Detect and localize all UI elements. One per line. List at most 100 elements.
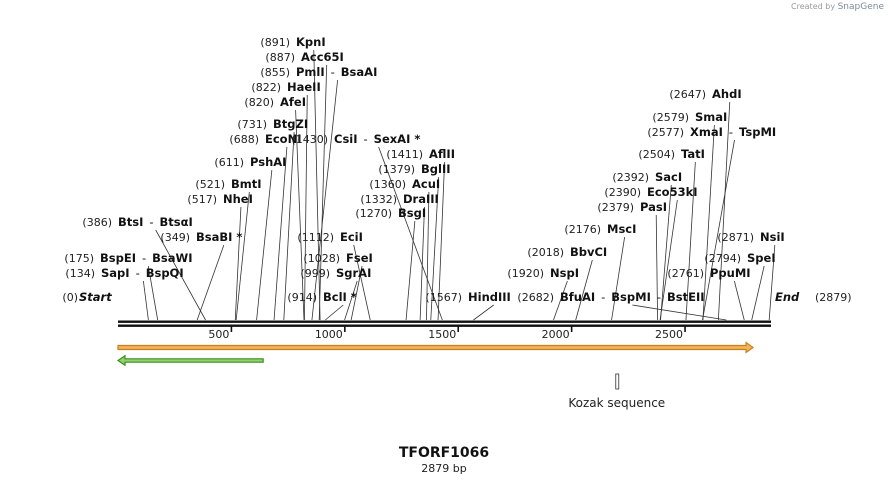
- site-position: (134): [65, 267, 95, 280]
- site-position: (2577): [647, 126, 684, 139]
- site-ecii[interactable]: (1112) EciI: [297, 230, 362, 244]
- site-nsii[interactable]: (2871) NsiI: [717, 230, 784, 244]
- site-bbvci[interactable]: (2018) BbvCI: [527, 245, 607, 259]
- site-leader-line: [702, 124, 715, 321]
- kozak-marker[interactable]: [615, 373, 620, 390]
- site-haeii[interactable]: (822) HaeII: [251, 80, 320, 94]
- site-name: Eco53kI: [647, 185, 698, 199]
- site-leader-line: [147, 265, 159, 321]
- site-name: AfeI: [280, 95, 306, 109]
- site-name: SgrAI: [336, 266, 371, 280]
- site-sgrai[interactable]: (999) SgrAI: [300, 266, 371, 280]
- site-name: SacI: [655, 170, 682, 184]
- site-pasi[interactable]: (2379) PasI: [597, 200, 667, 214]
- site-leader-line: [234, 206, 242, 321]
- site-hindiii[interactable]: (1567) HindIII: [425, 290, 510, 304]
- site-acui[interactable]: (1360) AcuI: [369, 177, 440, 191]
- site-position: (1920): [507, 267, 544, 280]
- site-pmli-bsaai[interactable]: (855) PmlI - BsaAI: [260, 65, 377, 79]
- feature-orf-arrow[interactable]: [117, 341, 755, 354]
- site-acc65i[interactable]: (887) Acc65I: [265, 50, 343, 64]
- site-name: DraIII: [403, 192, 439, 206]
- site-ahdi[interactable]: (2647) AhdI: [669, 87, 741, 101]
- site-leader-line: [155, 229, 206, 321]
- site-sapi-bspqi[interactable]: (134) SapI - BspQI: [65, 266, 183, 280]
- site-msci[interactable]: (2176) MscI: [564, 222, 636, 236]
- site-nspi[interactable]: (1920) NspI: [507, 266, 579, 280]
- site-name: HindIII: [468, 290, 511, 304]
- site-position: (822): [251, 81, 281, 94]
- site-spei[interactable]: (2794) SpeI: [704, 251, 775, 265]
- site-leader-line: [660, 184, 672, 321]
- site-position: (2871): [717, 231, 754, 244]
- site-pshai[interactable]: (611) PshAI: [214, 155, 286, 169]
- site-name: PmlI - BsaAI: [296, 65, 377, 79]
- site-fsei[interactable]: (1028) FseI: [303, 251, 372, 265]
- site-position: (999): [300, 267, 330, 280]
- site-bfuai-bspmi-bsteii[interactable]: (2682) BfuAI - BspMI - BstEII: [517, 290, 704, 304]
- site-position: (349): [160, 231, 190, 244]
- site-bmti[interactable]: (521) BmtI: [195, 177, 261, 191]
- site-leader-line: [419, 206, 425, 321]
- site-name: Acc65I: [301, 50, 344, 64]
- site-position: (2579): [652, 111, 689, 124]
- site-position: (2682): [517, 291, 554, 304]
- site-name: BbvCI: [570, 245, 607, 259]
- site-saci[interactable]: (2392) SacI: [612, 170, 682, 184]
- site-position: (1411): [386, 148, 423, 161]
- start-label: Start: [79, 290, 112, 304]
- site-position: (731): [237, 118, 267, 131]
- site-tati[interactable]: (2504) TatI: [638, 147, 704, 161]
- site-econi[interactable]: (688) EcoNI: [229, 132, 301, 146]
- site-eco53ki[interactable]: (2390) Eco53kI: [604, 185, 697, 199]
- site-csii-sexai[interactable]: (1430) CsiI - SexAI *: [291, 132, 420, 146]
- created-by-credit: Created by SnapGene: [791, 2, 884, 12]
- site-position: (1567): [425, 291, 462, 304]
- site-name: EcoNI: [265, 132, 301, 146]
- site-leader-line: [235, 191, 250, 321]
- site-aflii[interactable]: (1411) AflII: [386, 147, 455, 161]
- site-kpni[interactable]: (891) KpnI: [260, 35, 325, 49]
- site-bsgi[interactable]: (1270) BsgI: [355, 206, 426, 220]
- site-position: (2761): [667, 267, 704, 280]
- site-position: (2794): [704, 252, 741, 265]
- site-name: PshAI: [250, 155, 286, 169]
- site-bsabi[interactable]: (349) BsaBI *: [160, 230, 242, 244]
- site-position: (517): [187, 193, 217, 206]
- site-name: BsaBI *: [196, 230, 242, 244]
- ruler-tick-label: 1500: [428, 328, 456, 341]
- site-leader-line: [575, 259, 593, 321]
- site-name: AflII: [429, 147, 455, 161]
- site-xmai-tspmi[interactable]: (2577) XmaI - TspMI: [647, 125, 776, 139]
- site-bspei-bsawi[interactable]: (175) BspEI - BsaWI: [64, 251, 192, 265]
- site-afei[interactable]: (820) AfeI: [244, 95, 306, 109]
- map-length: 2879 bp: [421, 462, 466, 475]
- site-leader-line: [378, 146, 443, 321]
- ruler-tick-label: 2500: [655, 328, 683, 341]
- site-name: AhdI: [712, 87, 742, 101]
- site-bcli[interactable]: (914) BclI *: [287, 290, 356, 304]
- site-name: NspI: [550, 266, 579, 280]
- site-position: (2390): [604, 186, 641, 199]
- site-leader-line: [273, 146, 288, 321]
- site-labels: (891) KpnI(887) Acc65I(855) PmlI - BsaAI(822)…: [64, 35, 784, 304]
- site-name: BmtI: [231, 177, 262, 191]
- site-nhei[interactable]: (517) NheI: [187, 192, 252, 206]
- site-leader-line: [655, 214, 658, 321]
- site-position: (820): [244, 96, 274, 109]
- kozak-label: Kozak sequence: [568, 396, 665, 410]
- site-name: NsiI: [760, 230, 785, 244]
- site-smai[interactable]: (2579) SmaI: [652, 110, 727, 124]
- snapgene-logo: SnapGene: [837, 2, 884, 12]
- site-btsi-bts-i[interactable]: (386) BtsI - BtsαI: [82, 215, 192, 229]
- site-leader-line: [313, 49, 321, 321]
- site-bglii[interactable]: (1379) BglII: [378, 162, 450, 176]
- feature-marker-arrow[interactable]: [116, 354, 264, 367]
- site-ppumi[interactable]: (2761) PpuMI: [667, 266, 750, 280]
- site-draiii[interactable]: (1332) DraIII: [360, 192, 438, 206]
- site-leader-lines: [142, 49, 776, 321]
- site-btgzi[interactable]: (731) BtgZI: [237, 117, 308, 131]
- site-position: (1112): [297, 231, 334, 244]
- site-leader-line: [325, 304, 344, 321]
